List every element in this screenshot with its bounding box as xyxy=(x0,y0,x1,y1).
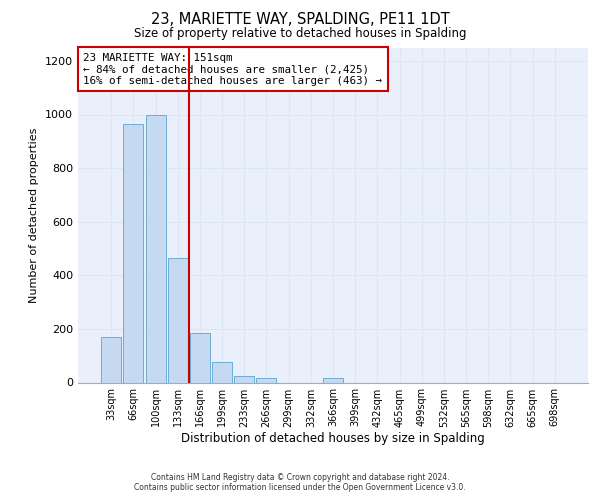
Bar xyxy=(124,124,143,382)
Text: Contains HM Land Registry data © Crown copyright and database right 2024.
Contai: Contains HM Land Registry data © Crown c… xyxy=(134,473,466,492)
Bar xyxy=(101,337,121,382)
X-axis label: Distribution of detached houses by size in Spalding: Distribution of detached houses by size … xyxy=(181,432,485,446)
Bar xyxy=(212,362,232,382)
Bar xyxy=(234,376,254,382)
Bar xyxy=(146,114,166,382)
Text: Size of property relative to detached houses in Spalding: Size of property relative to detached ho… xyxy=(134,28,466,40)
Bar xyxy=(190,333,210,382)
Text: 23 MARIETTE WAY: 151sqm
← 84% of detached houses are smaller (2,425)
16% of semi: 23 MARIETTE WAY: 151sqm ← 84% of detache… xyxy=(83,52,382,86)
Bar xyxy=(323,378,343,382)
Y-axis label: Number of detached properties: Number of detached properties xyxy=(29,128,40,302)
Bar xyxy=(168,258,188,382)
Bar xyxy=(256,378,277,382)
Text: 23, MARIETTE WAY, SPALDING, PE11 1DT: 23, MARIETTE WAY, SPALDING, PE11 1DT xyxy=(151,12,449,28)
